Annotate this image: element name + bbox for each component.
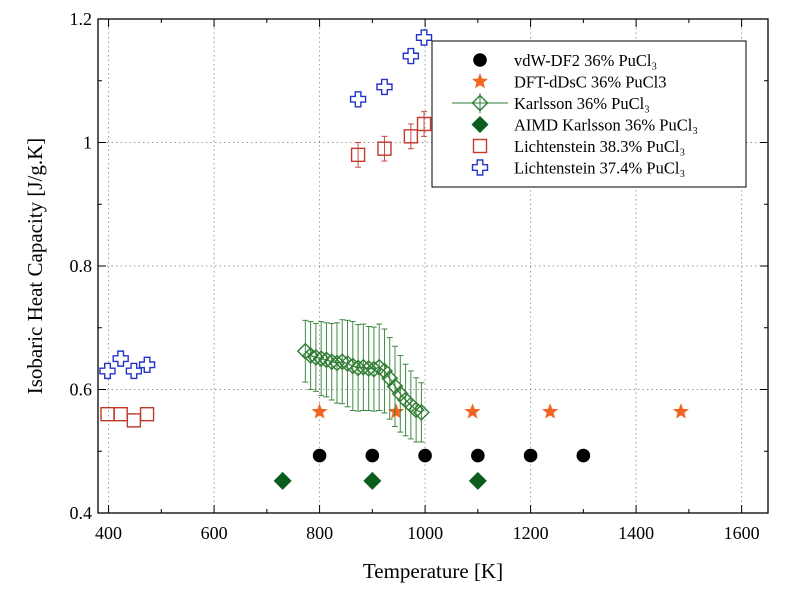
data-point [138, 356, 156, 373]
x-axis-label: Temperature [K] [363, 559, 503, 583]
data-point [339, 355, 357, 373]
data-point [349, 359, 367, 377]
y-tick-label: 0.4 [70, 503, 93, 523]
y-tick-label: 0.6 [70, 380, 93, 400]
data-point [672, 403, 690, 419]
data-point [273, 471, 292, 490]
axis-ticks [98, 18, 768, 514]
data-point [312, 448, 327, 463]
data-point [100, 407, 115, 422]
legend-marker [473, 53, 487, 67]
data-point [112, 350, 129, 367]
data-point [375, 362, 393, 380]
x-tick-label: 1000 [407, 523, 443, 543]
data-point [418, 448, 432, 463]
data-point [377, 141, 392, 156]
legend-box [431, 40, 747, 188]
series-circle [312, 448, 591, 463]
series-square-open [100, 111, 432, 428]
data-point [126, 413, 142, 428]
legend-marker [472, 138, 488, 154]
legend-marker [471, 94, 489, 112]
data-point [387, 403, 405, 419]
data-point [464, 403, 481, 419]
data-point [407, 401, 425, 419]
legend-marker [471, 73, 489, 89]
x-tick-label: 1200 [513, 523, 549, 543]
x-tick-label: 400 [95, 523, 122, 543]
data-point [349, 91, 367, 108]
y-tick-label: 1 [83, 133, 92, 153]
legend-marker [471, 159, 489, 176]
data-point [542, 403, 559, 419]
series-star [311, 403, 690, 419]
x-axis-tick-labels: 400 600 800 1000 1200 1400 1600 [95, 523, 760, 543]
data-point [523, 448, 538, 463]
data-point [365, 448, 380, 463]
data-point [317, 351, 335, 369]
legend-label: Lichtenstein 38.3% PuCl₃ [514, 137, 685, 156]
legend-label: vdW-DF2 36% PuCl₃ [514, 51, 657, 70]
x-tick-label: 1400 [618, 523, 654, 543]
data-point [363, 471, 382, 490]
data-point [576, 448, 591, 463]
plot-area [99, 29, 690, 490]
data-point [415, 29, 433, 46]
data-point [302, 347, 320, 365]
series-diamond-filled [273, 471, 487, 490]
data-point [312, 350, 330, 368]
y-axis-label: Isobaric Heat Capacity [J/g.K] [23, 138, 47, 395]
data-point [468, 471, 487, 490]
data-point [350, 147, 366, 163]
x-tick-label: 800 [306, 523, 333, 543]
y-tick-label: 0.8 [70, 256, 93, 276]
legend: vdW-DF2 36% PuCl₃ DFT-dDsC 36% PuCl3 Karls… [431, 40, 747, 188]
series-diamond-open [296, 319, 430, 443]
legend-marker [471, 115, 489, 134]
x-tick-label: 1600 [724, 523, 760, 543]
data-point [471, 448, 485, 463]
data-point [328, 354, 346, 372]
data-point [386, 377, 404, 395]
data-point [381, 369, 399, 387]
series-cross-open [99, 29, 433, 380]
data-point [376, 78, 393, 96]
data-point [113, 407, 128, 422]
legend-label: Lichtenstein 37.4% PuCl₃ [514, 159, 685, 178]
data-point [403, 129, 419, 144]
data-point [416, 116, 432, 132]
legend-label: AIMD Karlsson 36% PuCl₃ [514, 116, 698, 135]
data-point [311, 403, 328, 419]
legend-label: Karlsson 36% PuCl₃ [514, 94, 650, 113]
data-point [139, 407, 155, 422]
y-axis-tick-labels: 0.4 0.6 0.8 1 1.2 [70, 9, 93, 523]
data-point [365, 360, 383, 378]
data-point [307, 348, 325, 366]
data-point [344, 357, 362, 375]
data-point [354, 358, 372, 376]
data-point [370, 358, 388, 376]
data-point [412, 403, 430, 421]
data-point [333, 353, 351, 371]
data-point [99, 362, 116, 380]
legend-label: DFT-dDsC 36% PuCl3 [514, 73, 667, 92]
x-tick-label: 600 [201, 523, 228, 543]
y-tick-label: 1.2 [70, 9, 93, 29]
data-point [402, 47, 420, 65]
data-point [125, 362, 143, 380]
